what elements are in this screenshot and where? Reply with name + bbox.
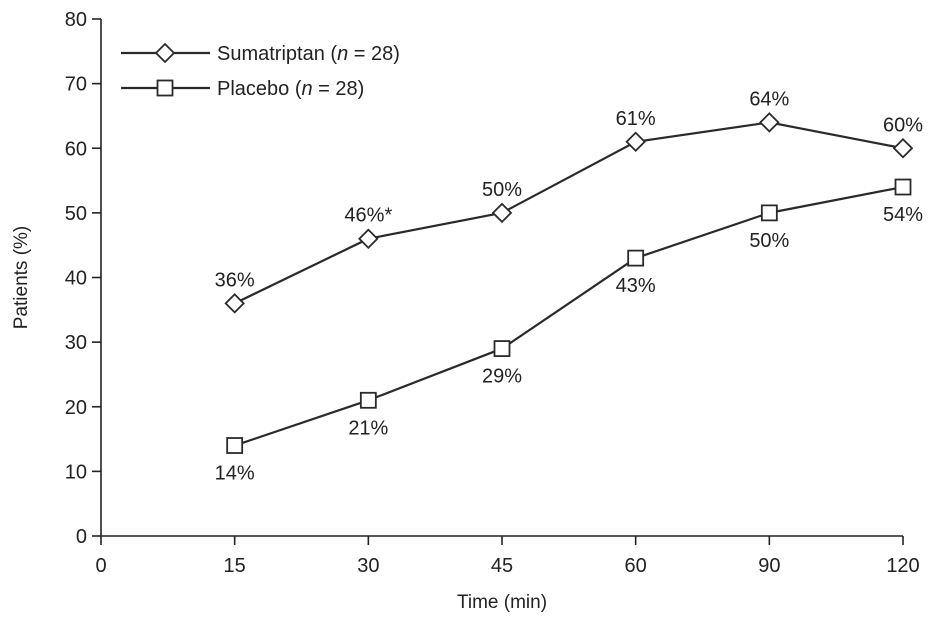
sumatriptan-label-15: 36% — [215, 269, 255, 291]
y-tick-label-10: 10 — [65, 461, 87, 483]
sumatriptan-label-90: 64% — [749, 88, 789, 110]
sumatriptan-label-30: 46%* — [344, 205, 392, 227]
x-tick-label-30: 30 — [357, 555, 379, 577]
placebo-label-90: 50% — [749, 230, 789, 252]
y-tick-label-50: 50 — [65, 203, 87, 225]
placebo-label-15: 14% — [215, 463, 255, 485]
placebo-point-60 — [627, 249, 645, 267]
sumatriptan-point-120 — [892, 137, 914, 159]
x-tick-label-0: 0 — [95, 555, 106, 577]
x-tick-label-15: 15 — [224, 555, 246, 577]
placebo-label-60: 43% — [616, 275, 656, 297]
legend-label-sumatriptan: Sumatriptan (n = 28) — [217, 43, 400, 65]
series-line-sumatriptan — [234, 121, 904, 305]
sumatriptan-point-15 — [224, 293, 245, 314]
y-tick-label-70: 70 — [65, 74, 87, 96]
sumatriptan-point-45 — [491, 202, 513, 224]
legend-item-sumatriptan: Sumatriptan (n = 28) — [121, 42, 400, 65]
sumatriptan-label-45: 50% — [482, 179, 522, 201]
y-tick-label-40: 40 — [65, 268, 87, 290]
sumatriptan-point-90 — [759, 112, 780, 133]
series-placebo: 14% 21% 29% 43% 50% 54% — [215, 178, 923, 485]
x-tick-label-60: 60 — [625, 555, 647, 577]
x-tick-label-120: 120 — [886, 555, 919, 577]
placebo-point-15 — [226, 437, 244, 454]
axes: 0 10 20 30 40 50 60 70 80 0 15 30 45 60 90 120 Time (m… — [11, 9, 920, 613]
x-ticks: 0 15 30 45 60 90 120 — [95, 536, 920, 577]
legend-marker-sumatriptan — [154, 42, 176, 64]
y-tick-label-20: 20 — [65, 397, 87, 419]
series-layer: 36% 46%* 50% 61% 64% 60% 14% 21% 29% 43% 50% 54% — [215, 88, 924, 484]
x-axis-title: Time (min) — [457, 592, 547, 613]
sumatriptan-point-60 — [625, 131, 646, 153]
y-tick-label-60: 60 — [65, 138, 87, 160]
y-tick-label-80: 80 — [65, 9, 87, 31]
placebo-point-120 — [894, 178, 912, 196]
placebo-label-45: 29% — [482, 366, 522, 388]
legend-label-placebo: Placebo (n = 28) — [217, 78, 364, 100]
placebo-point-30 — [359, 391, 377, 409]
x-tick-label-90: 90 — [758, 555, 780, 577]
legend-item-placebo: Placebo (n = 28) — [121, 78, 364, 100]
placebo-label-120: 54% — [883, 204, 923, 226]
y-tick-label-30: 30 — [65, 332, 87, 354]
legend: Sumatriptan (n = 28) Placebo (n = 28) — [121, 42, 400, 100]
series-line-placebo — [234, 185, 904, 447]
sumatriptan-point-30 — [358, 228, 379, 249]
sumatriptan-label-60: 61% — [616, 108, 656, 130]
y-tick-label-0: 0 — [76, 526, 87, 548]
placebo-point-45 — [493, 340, 511, 357]
placebo-label-30: 21% — [348, 417, 388, 439]
x-tick-label-45: 45 — [491, 555, 513, 577]
legend-marker-placebo — [156, 79, 174, 97]
y-ticks: 0 10 20 30 40 50 60 70 80 — [65, 9, 101, 548]
sumatriptan-label-120: 60% — [883, 114, 923, 136]
placebo-point-90 — [760, 204, 778, 222]
series-sumatriptan: 36% 46%* 50% 61% 64% 60% — [215, 88, 923, 314]
y-axis-title: Patients (%) — [11, 226, 32, 329]
